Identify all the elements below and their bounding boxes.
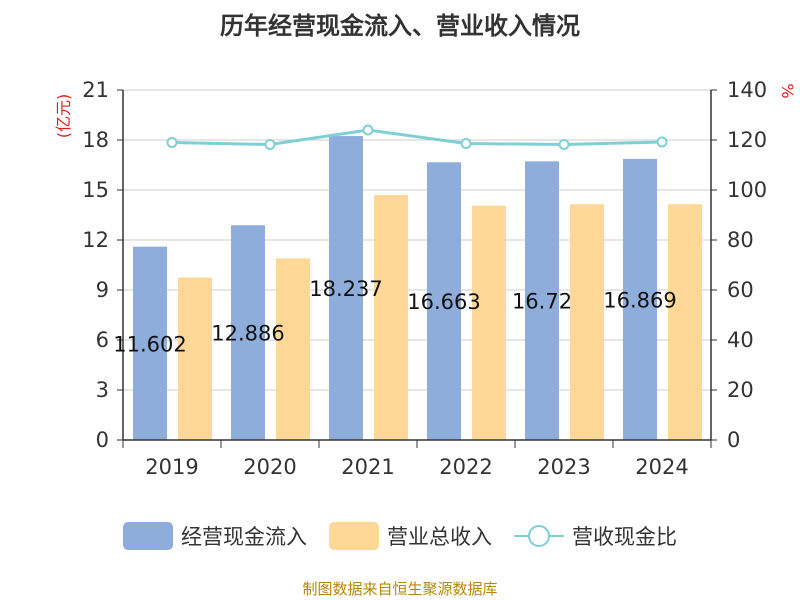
legend-item-revenue[interactable]: 营业总收入 [329, 521, 492, 551]
legend-item-cash-inflow[interactable]: 经营现金流入 [123, 521, 307, 551]
left-tick-label: 0 [96, 428, 109, 452]
bar-cash-inflow [525, 161, 559, 441]
left-tick-label: 6 [96, 328, 109, 352]
bar-revenue [570, 204, 604, 440]
bar-revenue [472, 205, 506, 440]
legend-label-cash-inflow: 经营现金流入 [181, 525, 307, 549]
x-tick-label: 2019 [145, 455, 198, 479]
bar-cash-inflow [427, 162, 461, 441]
x-tick-label: 2024 [635, 455, 688, 479]
right-tick-label: 140 [727, 78, 767, 102]
ratio-point [558, 139, 570, 150]
legend-label-revenue: 营业总收入 [387, 525, 492, 549]
left-tick-label: 18 [82, 128, 109, 152]
x-tick-label: 2020 [243, 455, 296, 479]
legend-swatch-ratio [514, 522, 564, 550]
right-tick-label: 80 [727, 228, 754, 252]
data-label-cash-inflow: 11.602 [113, 332, 186, 356]
bar-revenue [178, 277, 212, 440]
left-tick-label: 21 [82, 78, 109, 102]
left-axis-unit: (亿元) [54, 94, 73, 139]
bar-revenue [374, 195, 408, 440]
right-axis-unit: % [778, 83, 797, 98]
legend: 经营现金流入 营业总收入 营收现金比 [0, 518, 800, 554]
ratio-point [166, 137, 178, 148]
data-label-cash-inflow: 16.869 [603, 288, 676, 312]
legend-item-ratio[interactable]: 营收现金比 [514, 521, 677, 551]
legend-label-ratio: 营收现金比 [572, 525, 677, 549]
x-tick-label: 2022 [439, 455, 492, 479]
ratio-point [362, 124, 374, 136]
bar-cash-inflow [623, 158, 657, 440]
bar-cash-inflow [329, 136, 363, 441]
data-label-cash-inflow: 18.237 [309, 277, 382, 301]
legend-swatch-revenue [329, 522, 379, 550]
bar-revenue [276, 258, 310, 440]
x-tick-label: 2021 [341, 455, 394, 479]
right-tick-label: 40 [727, 328, 754, 352]
right-tick-label: 60 [727, 278, 754, 302]
source-note: 制图数据来自恒生聚源数据库 [302, 580, 498, 598]
ratio-point [460, 138, 472, 149]
ratio-line [171, 128, 663, 147]
ratio-point [264, 139, 276, 150]
bar-cash-inflow [133, 246, 167, 440]
x-tick-label: 2023 [537, 455, 590, 479]
legend-swatch-cash-inflow [123, 522, 173, 550]
bar-cash-inflow [231, 225, 265, 440]
left-tick-label: 15 [82, 178, 109, 202]
ratio-point [656, 136, 668, 148]
data-label-cash-inflow: 16.72 [512, 290, 572, 314]
bar-revenue [668, 204, 702, 440]
left-tick-label: 12 [82, 228, 109, 252]
data-label-cash-inflow: 12.886 [211, 322, 284, 346]
right-tick-label: 120 [727, 128, 767, 152]
right-tick-label: 20 [727, 378, 754, 402]
right-tick-label: 0 [727, 428, 740, 452]
left-tick-label: 9 [96, 278, 109, 302]
data-label-cash-inflow: 16.663 [407, 290, 480, 314]
right-tick-label: 100 [727, 178, 767, 202]
chart-title: 历年经营现金流入、营业收入情况 [220, 12, 580, 40]
left-tick-label: 3 [96, 378, 109, 402]
